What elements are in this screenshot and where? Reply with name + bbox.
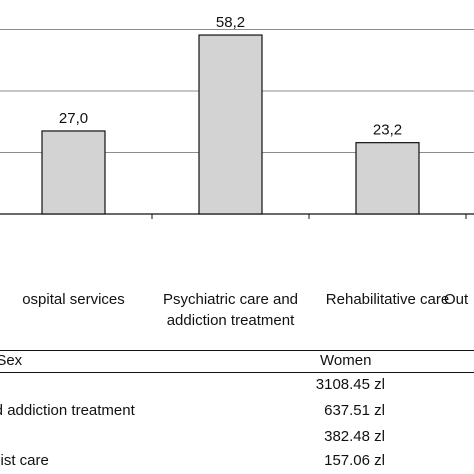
bar xyxy=(41,130,106,215)
bars xyxy=(41,34,420,215)
table-top-rule xyxy=(0,350,474,351)
x-tick-label: Out xyxy=(444,291,469,308)
table-row-value: 157.06 zl xyxy=(324,452,385,469)
table-header-sex: / Sex xyxy=(0,352,23,369)
bar xyxy=(355,142,420,215)
data-label: 58,2 xyxy=(216,14,245,31)
table-row-value: 3108.45 zl xyxy=(315,376,385,393)
x-tick-label: addiction treatment xyxy=(167,312,295,329)
x-tick-label: ospital services xyxy=(22,291,125,308)
table-header-rule xyxy=(0,372,474,373)
table-row-value: 382.48 zl xyxy=(324,428,385,445)
table-row-label: and addiction treatment xyxy=(0,402,135,419)
data-label: 27,0 xyxy=(59,110,88,127)
table-row-value: 637.51 zl xyxy=(324,402,385,419)
table-row-label: cialist care xyxy=(0,452,49,469)
table-header-women: Women xyxy=(320,352,372,369)
cost-table: / Sex Women es 3108.45 zl and addiction … xyxy=(0,348,474,474)
data-labels: 27,0 58,2 23,2 xyxy=(59,14,402,139)
x-tick-labels: ospital services Psychiatric care and addi… xyxy=(22,291,469,329)
bar xyxy=(198,34,263,215)
data-label: 23,2 xyxy=(373,122,402,139)
bar-chart: 27,0 58,2 23,2 ospital services Psychiatric… xyxy=(0,14,474,329)
x-tick-label: Psychiatric care and xyxy=(163,291,298,308)
x-tick-label: Rehabilitative care xyxy=(326,291,449,308)
